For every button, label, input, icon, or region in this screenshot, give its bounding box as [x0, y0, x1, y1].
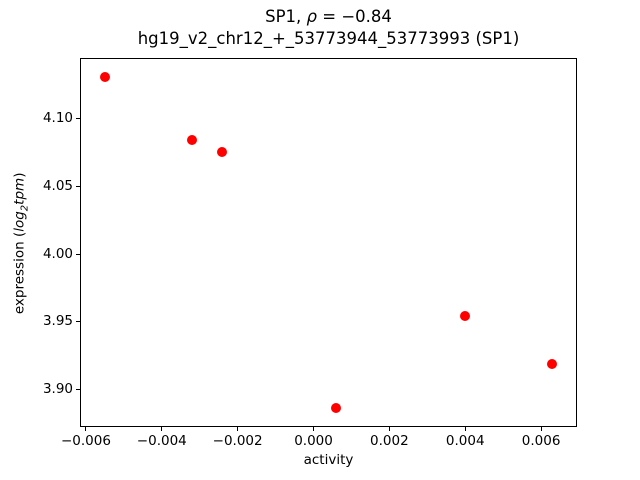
- x-tick-label: 0.004: [445, 433, 485, 449]
- x-tick-label: −0.002: [212, 433, 263, 449]
- x-axis-tick: [85, 427, 87, 431]
- rho-symbol: ρ: [306, 7, 317, 26]
- title-text: SP1,: [265, 7, 307, 26]
- x-axis-label: activity: [303, 452, 354, 468]
- title-correlation-value: = −0.84: [317, 7, 392, 26]
- data-point: [99, 71, 110, 82]
- y-axis-tick: [76, 388, 80, 390]
- chart-title: SP1, ρ = −0.84 hg19_v2_chr12_+_53773944_…: [80, 6, 577, 50]
- x-tick-label: −0.006: [60, 433, 111, 449]
- x-axis-tick: [161, 427, 163, 431]
- plot-area: −0.006 −0.004 −0.002 0.000 0.002 0.004 0.006 3.…: [43, 58, 577, 449]
- x-tick-label: 0.000: [294, 433, 333, 449]
- data-point: [547, 358, 558, 369]
- x-axis-tick: [237, 427, 239, 431]
- data-point: [217, 147, 228, 158]
- y-tick-label: 4.05: [42, 177, 73, 194]
- y-axis-tick: [76, 253, 80, 255]
- x-tick-label: 0.002: [370, 433, 409, 449]
- x-axis-tick: [313, 427, 315, 431]
- data-point: [331, 403, 342, 414]
- data-point: [187, 135, 198, 146]
- x-tick-label: 0.006: [521, 433, 561, 449]
- chart-title-line2: hg19_v2_chr12_+_53773944_53773993 (SP1): [137, 29, 520, 48]
- x-axis-tick: [388, 427, 390, 431]
- y-axis-label: expression (log2tpm): [11, 172, 31, 315]
- x-axis-tick: [464, 427, 466, 431]
- y-tick-label: 4.10: [42, 110, 73, 127]
- y-tick-label: 4.00: [42, 245, 73, 262]
- x-tick-label: −0.004: [136, 433, 187, 449]
- y-axis-tick: [76, 185, 80, 187]
- y-axis-tick: [76, 321, 80, 323]
- y-tick-label: 3.90: [42, 380, 73, 397]
- y-tick-label: 3.95: [42, 313, 73, 330]
- x-axis-tick: [540, 427, 542, 431]
- y-axis-tick: [76, 118, 80, 120]
- chart-title-line1: SP1, ρ = −0.84: [80, 6, 577, 28]
- data-point: [460, 311, 471, 322]
